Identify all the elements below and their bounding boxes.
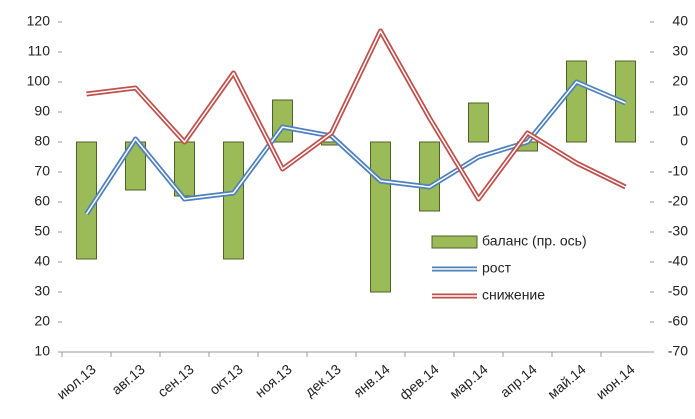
line-series — [86, 28, 627, 202]
y2-tick-label: 0 — [680, 133, 688, 149]
y-tick-label: 10 — [34, 343, 50, 359]
x-tick-label: фев.14 — [396, 361, 442, 403]
y-tick-label: 100 — [27, 73, 51, 89]
legend-label: рост — [482, 260, 512, 276]
x-tick-label: окт.13 — [206, 361, 246, 398]
bar — [419, 141, 440, 212]
y2-tick-label: -70 — [668, 343, 688, 359]
y2-tick-label: -10 — [668, 163, 688, 179]
y2-tick-label: -20 — [668, 193, 688, 209]
y2-tick-label: -60 — [668, 313, 688, 329]
y2-tick-label: -50 — [668, 283, 688, 299]
x-tick-label: ноя.13 — [252, 361, 295, 401]
x-tick-label: мар.14 — [446, 361, 491, 402]
y-tick-label: 70 — [34, 163, 50, 179]
y2-tick-label: 30 — [672, 43, 688, 59]
line-series — [84, 79, 627, 216]
x-tick-label: апр.14 — [497, 361, 540, 401]
legend-label: баланс (пр. ось) — [482, 233, 587, 249]
bar — [566, 60, 587, 143]
bar — [370, 141, 391, 293]
y-tick-label: 60 — [34, 193, 50, 209]
y-tick-label: 90 — [34, 103, 50, 119]
x-tick-label: июл.13 — [54, 361, 99, 403]
y-tick-label: 110 — [28, 43, 51, 59]
x-tick-label: июн.14 — [593, 361, 638, 403]
y-tick-label: 50 — [34, 223, 50, 239]
x-tick-label: май.14 — [544, 361, 589, 402]
y2-tick-label: 40 — [672, 13, 688, 29]
y2-tick-label: 10 — [672, 103, 688, 119]
x-tick-label: сен.13 — [154, 361, 197, 400]
bar — [223, 141, 244, 260]
y2-tick-label: -40 — [668, 253, 688, 269]
line-inner — [86, 30, 626, 200]
legend-label: снижение — [482, 287, 545, 303]
y2-tick-label: -30 — [668, 223, 688, 239]
x-tick-label: янв.14 — [350, 361, 393, 401]
y-tick-label: 80 — [34, 133, 50, 149]
y2-tick-label: 20 — [672, 73, 688, 89]
x-tick-label: авг.13 — [108, 361, 148, 398]
y-tick-label: 120 — [27, 13, 51, 29]
y-tick-label: 30 — [34, 283, 50, 299]
bar — [468, 102, 489, 143]
y-tick-label: 40 — [34, 253, 50, 269]
line-inner — [85, 81, 626, 215]
legend-swatch — [431, 235, 478, 249]
x-tick-label: дек.13 — [302, 361, 344, 400]
y-tick-label: 20 — [34, 313, 50, 329]
